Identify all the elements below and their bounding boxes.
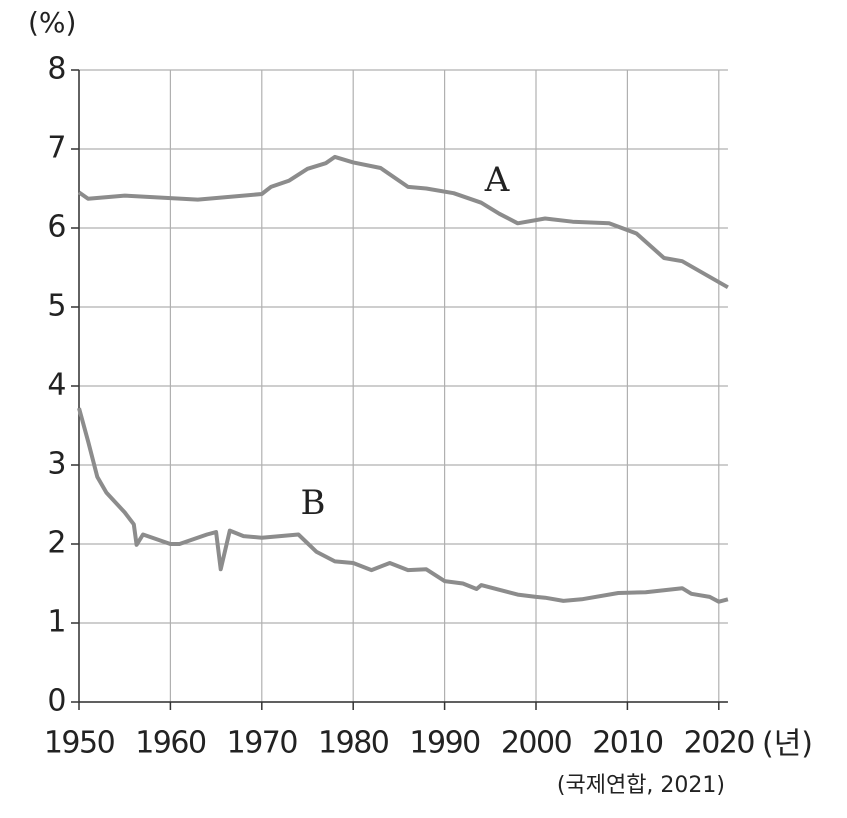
y-tick-label: 2 (47, 526, 65, 561)
x-tick-label: 1980 (318, 726, 389, 761)
source: (국제연합, 2021) (557, 773, 725, 798)
x-tick-label: 1970 (227, 726, 298, 761)
x-tick-label: 1990 (409, 726, 480, 761)
y-tick-label: 8 (47, 52, 65, 87)
y-unit: (%) (28, 6, 76, 39)
x-tick-label: 2010 (592, 726, 663, 761)
y-tick-label: 1 (47, 605, 65, 640)
series-label: A (484, 160, 510, 200)
y-tick-label: 6 (47, 210, 65, 245)
x-tick-label: 2020 (684, 726, 755, 761)
y-tick-label: 7 (47, 131, 65, 166)
y-tick-label: 5 (47, 289, 65, 324)
y-tick-label: 3 (47, 447, 65, 482)
x-unit: (년) (762, 727, 813, 762)
x-tick-label: 1960 (135, 726, 206, 761)
x-tick-label: 2000 (501, 726, 572, 761)
data-line (77, 154, 729, 290)
y-tick-label: 0 (47, 684, 65, 719)
x-tick-label: 1950 (44, 726, 115, 761)
y-tick-label: 4 (47, 368, 65, 403)
series-label: B (301, 483, 326, 523)
data-line (77, 407, 729, 604)
